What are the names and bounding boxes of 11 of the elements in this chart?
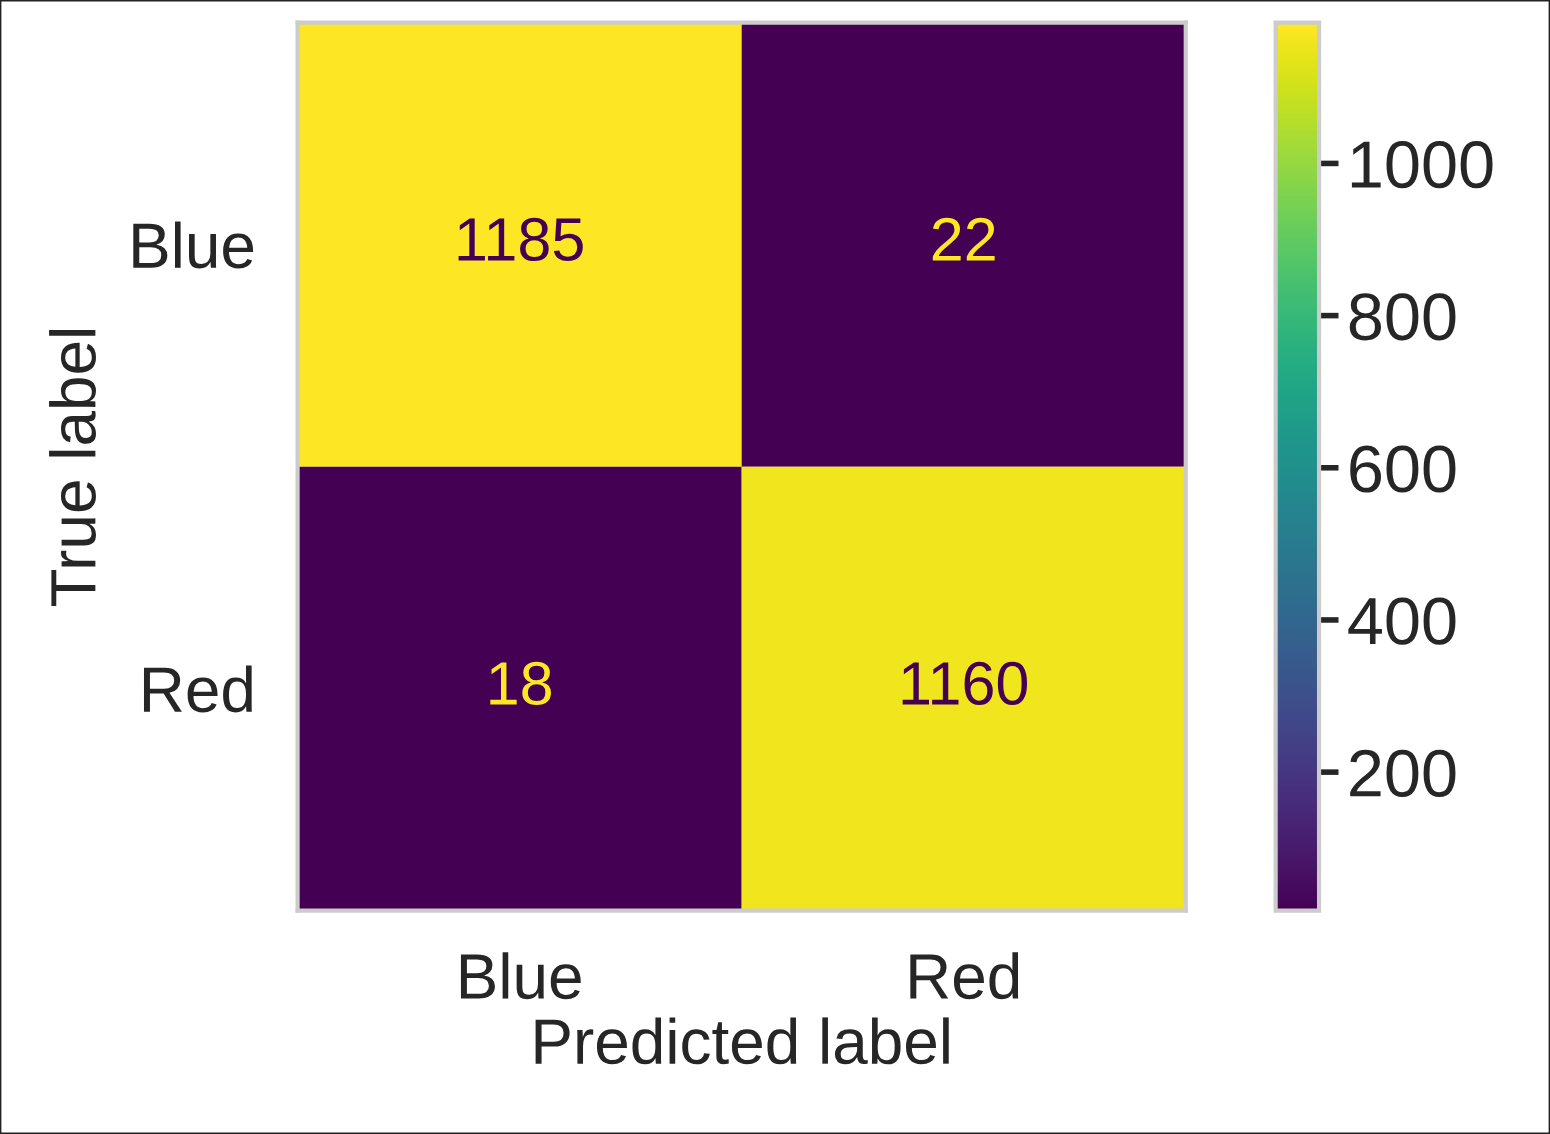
data-label: 18 [490,661,551,706]
color-bar-label: 800 [1349,293,1456,341]
color-bar-label: 600 [1350,445,1456,493]
data-label: 22 [932,217,995,261]
color-bar-label: 1000 [1351,141,1493,189]
color-bar-label: 200 [1350,749,1456,797]
x-axis-title: Predicted label [535,1017,949,1065]
y-axis-title: True label [49,330,96,607]
data-label: 1160 [902,661,1028,706]
data-label: 1185 [458,217,583,262]
color-bar-label: 400 [1348,597,1456,645]
